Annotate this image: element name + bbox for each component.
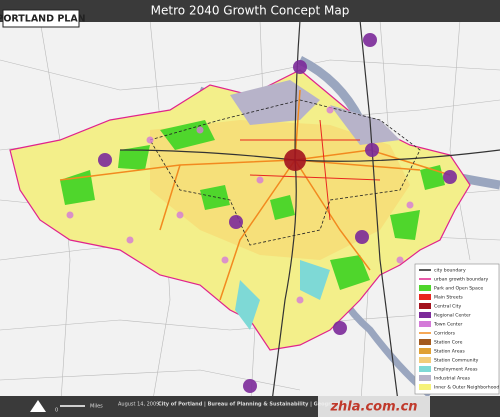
watermark: zhla.com.cn xyxy=(329,400,417,415)
city-boundary xyxy=(149,99,421,246)
scale-unit: Miles xyxy=(90,404,103,410)
legend-box xyxy=(414,263,500,395)
employment-area xyxy=(300,260,330,300)
legend-swatch xyxy=(419,294,431,300)
legend-label: Employment Areas xyxy=(434,367,478,373)
legend: city boundary urban growth boundary Park a… xyxy=(414,263,500,395)
legend-label: Main Streets xyxy=(434,295,463,301)
watermark-box xyxy=(318,396,430,417)
legend-swatch xyxy=(419,357,431,363)
legend-label: Corridors xyxy=(434,331,456,337)
legend-swatch xyxy=(419,384,431,390)
legend-swatch xyxy=(419,375,431,381)
legend-label: Regional Center xyxy=(434,313,471,319)
legend-swatch xyxy=(419,303,431,309)
industrial-area xyxy=(330,105,400,145)
legend-swatch xyxy=(419,366,431,372)
industrial-area xyxy=(230,80,320,125)
legend-swatch xyxy=(419,285,431,291)
legend-label: Station Core xyxy=(434,340,463,346)
logo-box xyxy=(2,9,80,28)
north-arrow xyxy=(30,400,46,412)
legend-label: Industrial Areas xyxy=(434,376,471,382)
footer-credit: City of Portland | Bureau of Planning & … xyxy=(158,402,346,408)
legend-label: Station Community xyxy=(434,358,479,364)
corridors xyxy=(59,89,451,301)
main-streets xyxy=(240,119,381,221)
scale-zero: 0 xyxy=(55,408,58,414)
regional-centers xyxy=(98,33,457,393)
legend-swatch xyxy=(419,339,431,345)
legend-label: Central City xyxy=(434,304,461,310)
legend-label: urban growth boundary xyxy=(434,277,489,283)
legend-label: Inner & Outer Neighborhood xyxy=(434,385,499,391)
inner-neighborhood xyxy=(150,120,410,260)
legend-swatch xyxy=(419,312,431,318)
legend-label: Town Center xyxy=(433,322,463,328)
legend-swatch xyxy=(419,348,431,354)
legend-label: city boundary xyxy=(434,268,466,274)
logo: PORTLAND PLAN xyxy=(0,14,86,25)
footer-date: August 14, 2009 xyxy=(118,402,159,408)
central-city xyxy=(284,149,306,171)
legend-label: Station Areas xyxy=(434,349,465,355)
title-bar xyxy=(0,0,500,22)
employment-area xyxy=(235,280,260,330)
map-title: Metro 2040 Growth Concept Map xyxy=(151,4,350,18)
town-centers xyxy=(66,106,414,304)
legend-swatch xyxy=(419,321,431,327)
legend-label: Park and Open Space xyxy=(434,286,483,292)
